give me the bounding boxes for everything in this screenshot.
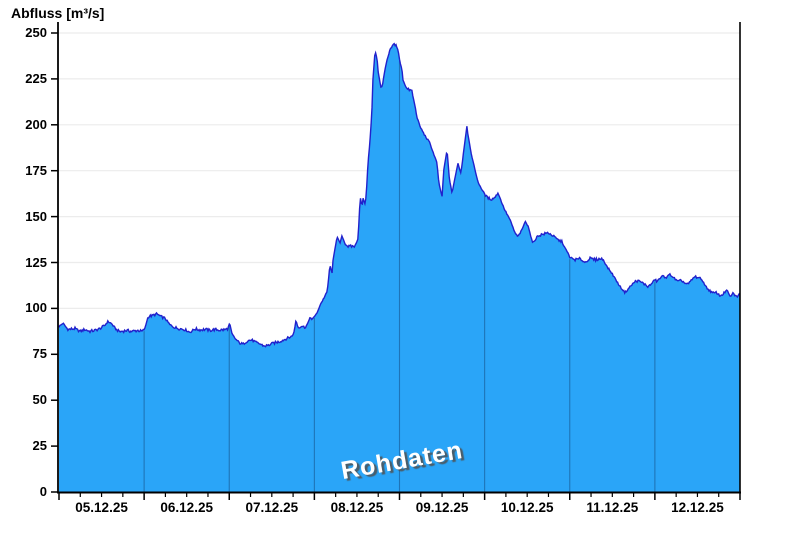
x-tick-label: 05.12.25	[75, 500, 128, 515]
y-axis-title: Abfluss [m³/s]	[11, 5, 105, 21]
y-tick-label: 150	[25, 208, 47, 224]
y-tick-label: 100	[25, 300, 47, 316]
x-tick-label: 11.12.25	[586, 500, 639, 515]
x-tick-label: 10.12.25	[500, 500, 554, 515]
y-tick-label: 175	[25, 162, 47, 178]
y-tick-label: 25	[32, 438, 47, 454]
x-tick-label: 08.12.25	[330, 500, 384, 515]
y-tick-label: 250	[25, 25, 47, 40]
x-tick-label: 12.12.25	[671, 500, 724, 515]
x-tick-label: 06.12.25	[160, 500, 213, 515]
y-tick-label: 200	[25, 116, 47, 132]
x-tick-label: 09.12.25	[415, 500, 469, 515]
series-line	[58, 42, 741, 348]
y-tick-label: 75	[32, 346, 47, 362]
y-tick-label: 50	[32, 392, 47, 408]
y-tick-label: 125	[25, 254, 47, 270]
x-tick-label: 07.12.25	[245, 500, 299, 515]
y-tick-label: 0	[39, 484, 47, 499]
y-tick-label: 225	[25, 70, 47, 86]
